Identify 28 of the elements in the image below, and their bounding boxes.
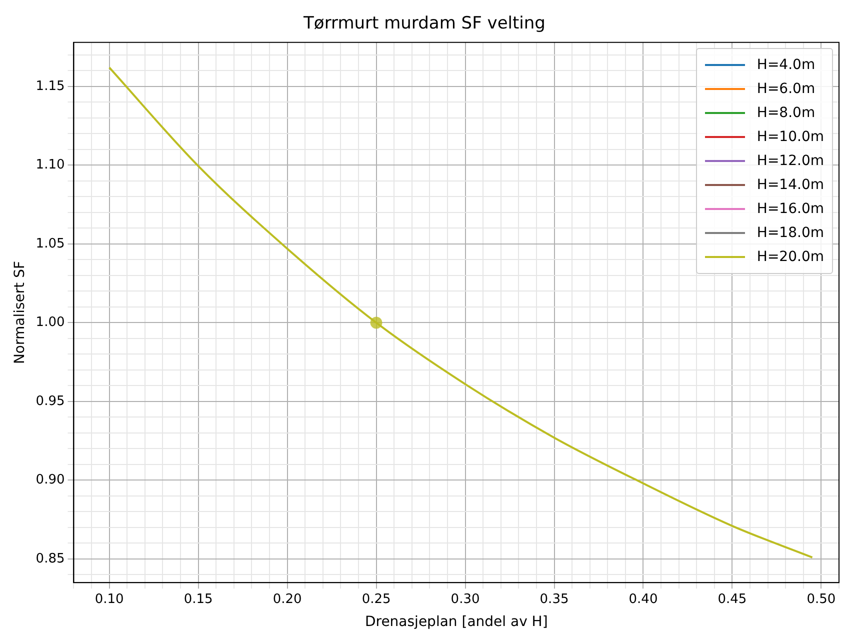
x-tick-label: 0.45 [718, 592, 747, 607]
y-tick-label: 1.05 [36, 236, 65, 252]
x-tick-label: 0.35 [540, 592, 569, 607]
x-axis-title: Drenasjeplan [andel av H] [364, 614, 548, 630]
y-tick-label: 0.90 [36, 472, 65, 488]
y-axis-title: Normalisert SF [12, 260, 28, 364]
legend-label: H=4.0m [756, 57, 816, 74]
chart-title: Tørrmurt murdam SF velting [302, 14, 546, 34]
legend-label: H=16.0m [756, 201, 824, 218]
x-tick-label: 0.50 [806, 592, 836, 607]
x-tick-label: 0.20 [272, 592, 302, 607]
y-tick-label: 0.95 [36, 394, 65, 409]
y-tick-label: 1.00 [36, 315, 65, 330]
x-tick-label: 0.25 [362, 592, 391, 607]
x-tick-label: 0.30 [450, 592, 480, 607]
legend-label: H=14.0m [756, 177, 824, 194]
x-tick-label: 0.40 [628, 592, 658, 607]
legend-label: H=8.0m [756, 105, 816, 122]
y-tick-label: 0.85 [36, 551, 65, 566]
legend-label: H=10.0m [756, 129, 824, 146]
legend-label: H=20.0m [756, 249, 824, 266]
x-tick-label: 0.10 [94, 592, 124, 607]
legend-label: H=6.0m [756, 81, 816, 98]
legend-label: H=18.0m [756, 225, 824, 242]
y-tick-label: 1.15 [36, 78, 65, 94]
x-tick-label: 0.15 [184, 592, 213, 607]
y-tick-label: 1.10 [36, 158, 65, 173]
legend-label: H=12.0m [756, 153, 824, 170]
